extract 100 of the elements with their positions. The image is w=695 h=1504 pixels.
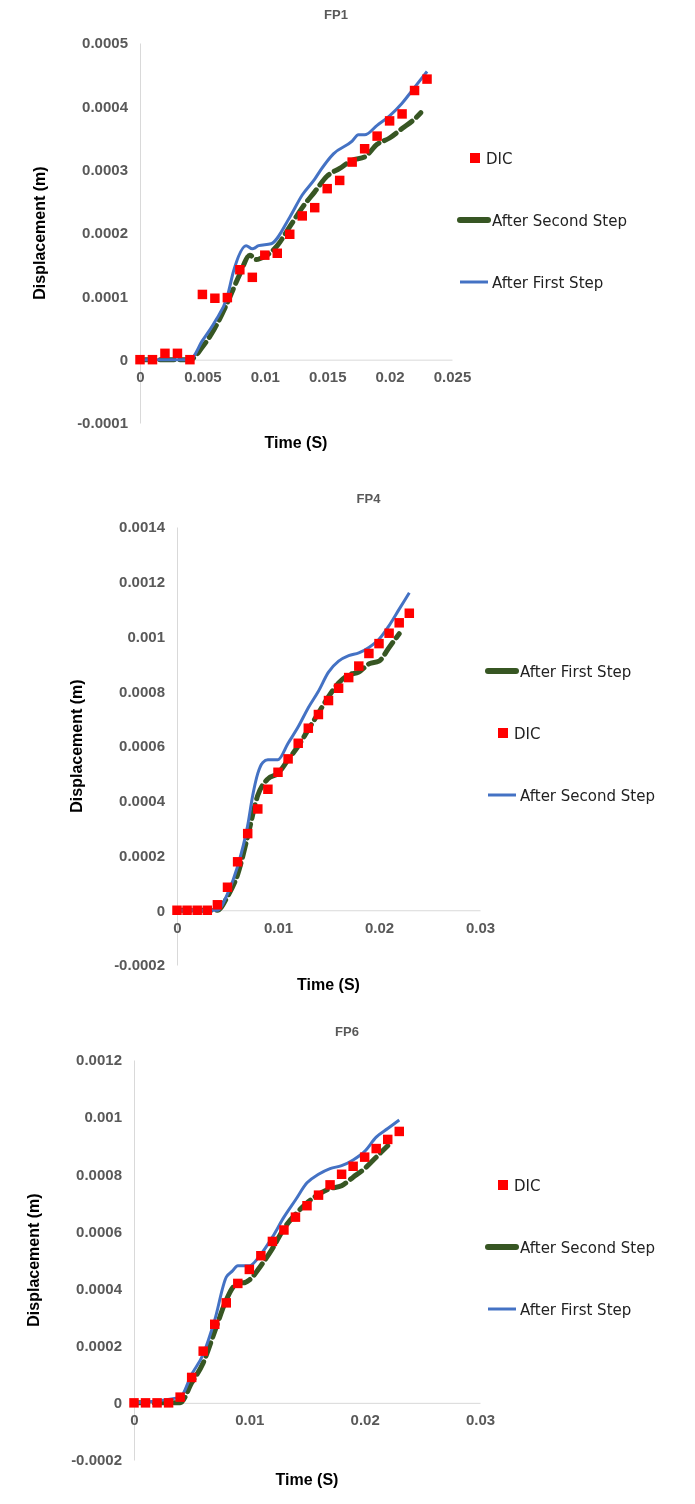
point: [364, 648, 374, 659]
point: [354, 661, 364, 671]
legend-label: After Second Step: [492, 212, 627, 230]
y-tick-label: 0.0002: [82, 224, 128, 242]
y-tick-label: 0: [113, 1394, 122, 1412]
x-tick-label: 0.02: [375, 368, 405, 386]
point: [394, 618, 404, 628]
point: [172, 348, 183, 359]
point: [186, 1372, 197, 1383]
point: [325, 1180, 335, 1190]
x-tick-label: 0.02: [350, 1411, 380, 1429]
y-axis-title: Displacement (m): [31, 166, 48, 300]
point: [309, 202, 320, 213]
x-tick-label: 0.03: [465, 1411, 496, 1429]
point: [232, 857, 243, 867]
point: [302, 1200, 312, 1211]
point: [409, 85, 420, 96]
legend-label: DIC: [486, 150, 513, 168]
point: [372, 131, 382, 141]
point: [334, 175, 345, 186]
point: [272, 248, 283, 259]
point: [422, 74, 432, 84]
point: [152, 1398, 162, 1408]
y-tick-label: 0.0006: [76, 1222, 122, 1240]
y-tick-label: 0.001: [84, 1108, 122, 1126]
point: [333, 683, 344, 693]
point: [313, 709, 324, 720]
point: [279, 1225, 289, 1235]
y-tick-label: -0.0002: [71, 1451, 122, 1469]
y-axis-title: Displacement (m): [25, 1193, 42, 1327]
x-tick-label: 0.01: [250, 368, 280, 386]
legend-label: After First Step: [492, 274, 604, 292]
point: [212, 900, 223, 910]
point: [359, 1152, 370, 1162]
y-tick-label: 0.0012: [76, 1051, 122, 1069]
y-tick-label: 0.0008: [119, 682, 165, 700]
point: [140, 1398, 151, 1408]
x-axis-title: Time (S): [275, 1471, 339, 1488]
point: [160, 348, 170, 359]
point: [247, 272, 258, 283]
legend-label: After First Step: [520, 1301, 632, 1319]
y-tick-label: 0: [119, 350, 128, 368]
point: [197, 289, 208, 300]
point: [192, 905, 202, 915]
point: [322, 183, 332, 194]
y-tick-label: -0.0002: [114, 956, 165, 974]
point: [336, 1169, 347, 1180]
x-tick-label: 0.015: [308, 368, 347, 386]
legend-label: DIC: [514, 725, 541, 743]
y-tick-label: 0.0008: [76, 1165, 122, 1183]
chart-title: FP4: [356, 491, 382, 506]
y-tick-label: 0.0012: [119, 573, 165, 591]
point: [285, 229, 295, 240]
point: [348, 1161, 358, 1172]
point: [221, 1298, 232, 1308]
point: [267, 1236, 278, 1247]
x-tick-label: 0.005: [184, 368, 222, 386]
point: [233, 1278, 243, 1289]
point: [347, 157, 357, 167]
point: [290, 1212, 301, 1222]
point: [283, 754, 293, 764]
y-tick-label: 0.0002: [76, 1337, 122, 1355]
point: [253, 804, 263, 814]
point: [222, 292, 233, 303]
point: [129, 1398, 139, 1408]
y-tick-label: 0.0001: [82, 287, 128, 305]
point: [175, 1392, 185, 1402]
point: [343, 672, 354, 683]
point: [185, 354, 195, 365]
point: [210, 293, 220, 303]
point: [359, 144, 370, 154]
y-tick-label: 0.0004: [76, 1279, 123, 1297]
point: [198, 1346, 208, 1356]
chart-title: FP1: [324, 7, 348, 22]
legend-label: After Second Step: [520, 787, 655, 805]
point: [202, 905, 213, 915]
point: [297, 211, 307, 221]
legend-label: After First Step: [520, 663, 632, 681]
point: [242, 828, 253, 839]
point: [172, 905, 182, 915]
point: [260, 250, 270, 260]
point: [147, 354, 158, 365]
y-tick-label: 0.0004: [119, 792, 166, 810]
x-tick-label: 0.025: [433, 368, 472, 386]
point: [235, 264, 245, 275]
point: [256, 1250, 266, 1261]
x-tick-label: 0.01: [263, 918, 294, 936]
point: [397, 109, 407, 119]
y-tick-label: 0.0003: [82, 160, 128, 178]
chart-title: FP6: [335, 1024, 359, 1039]
point: [374, 638, 384, 649]
point: [323, 695, 334, 706]
y-tick-label: 0: [156, 901, 165, 919]
x-tick-label: 0.01: [235, 1411, 265, 1429]
point: [313, 1190, 324, 1200]
point: [135, 354, 145, 365]
point: [384, 116, 395, 126]
point: [394, 1126, 405, 1137]
x-tick-label: 0.03: [465, 918, 496, 936]
point: [293, 738, 303, 749]
